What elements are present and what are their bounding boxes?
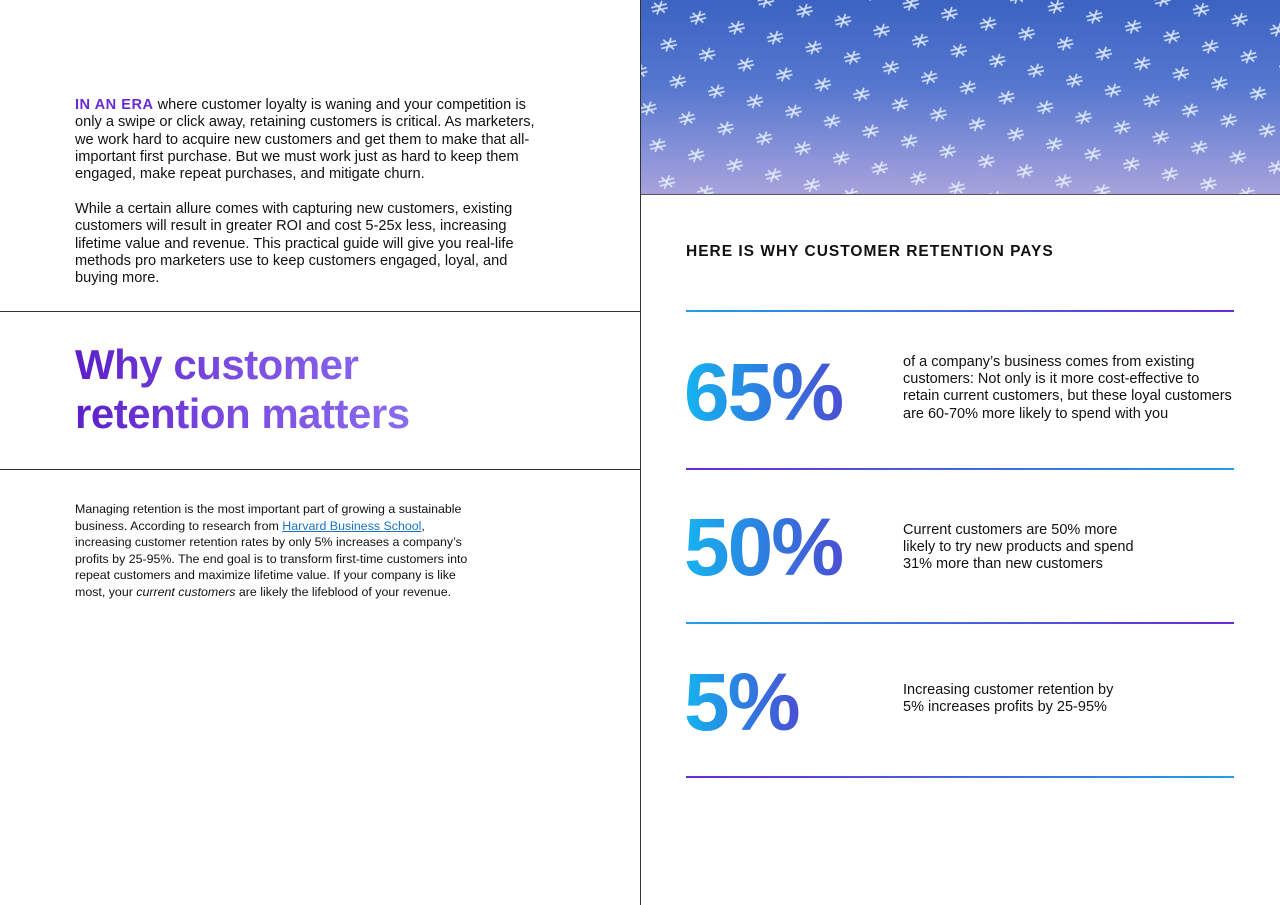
stat-text: Increasing customer retention by 5% incr… [903, 682, 1114, 716]
rule [686, 776, 1234, 778]
body-text: , increasing customer retention rates by… [75, 518, 468, 599]
body-text: are likely the lifeblood of your revenue… [235, 584, 452, 599]
link[interactable]: Harvard Business School [282, 518, 422, 533]
stat-value: 5% [684, 657, 801, 748]
intro-paragraph: IN AN ERA where customer loyalty is wani… [75, 97, 555, 183]
hero-image [641, 0, 1280, 195]
pattern-fill [641, 0, 1280, 194]
rule [686, 310, 1234, 312]
emphasis: current customers [136, 584, 236, 599]
section-title: Why customer retention matters [75, 340, 410, 438]
divider [640, 0, 641, 905]
star-pattern [641, 0, 1280, 194]
stat-value: 65% [684, 347, 844, 438]
rule [686, 468, 1234, 470]
title-line: retention matters [75, 390, 410, 437]
divider [0, 469, 640, 470]
body-paragraph: Managing retention is the most important… [75, 501, 475, 601]
divider [0, 311, 640, 312]
intro-paragraph: While a certain allure comes with captur… [75, 201, 514, 287]
body-text: Managing retention is the most important… [75, 502, 462, 533]
intro-text: where customer loyalty is waning and you… [75, 97, 535, 183]
stats-heading: HERE IS WHY CUSTOMER RETENTION PAYS [686, 243, 1054, 260]
lead-in: IN AN ERA [75, 97, 154, 113]
stat-value: 50% [684, 502, 844, 593]
stat-text: of a company’s business comes from exist… [903, 354, 1232, 422]
stat-text: Current customers are 50% more likely to… [903, 522, 1134, 573]
title-line: Why customer [75, 341, 359, 388]
rule [686, 622, 1234, 624]
